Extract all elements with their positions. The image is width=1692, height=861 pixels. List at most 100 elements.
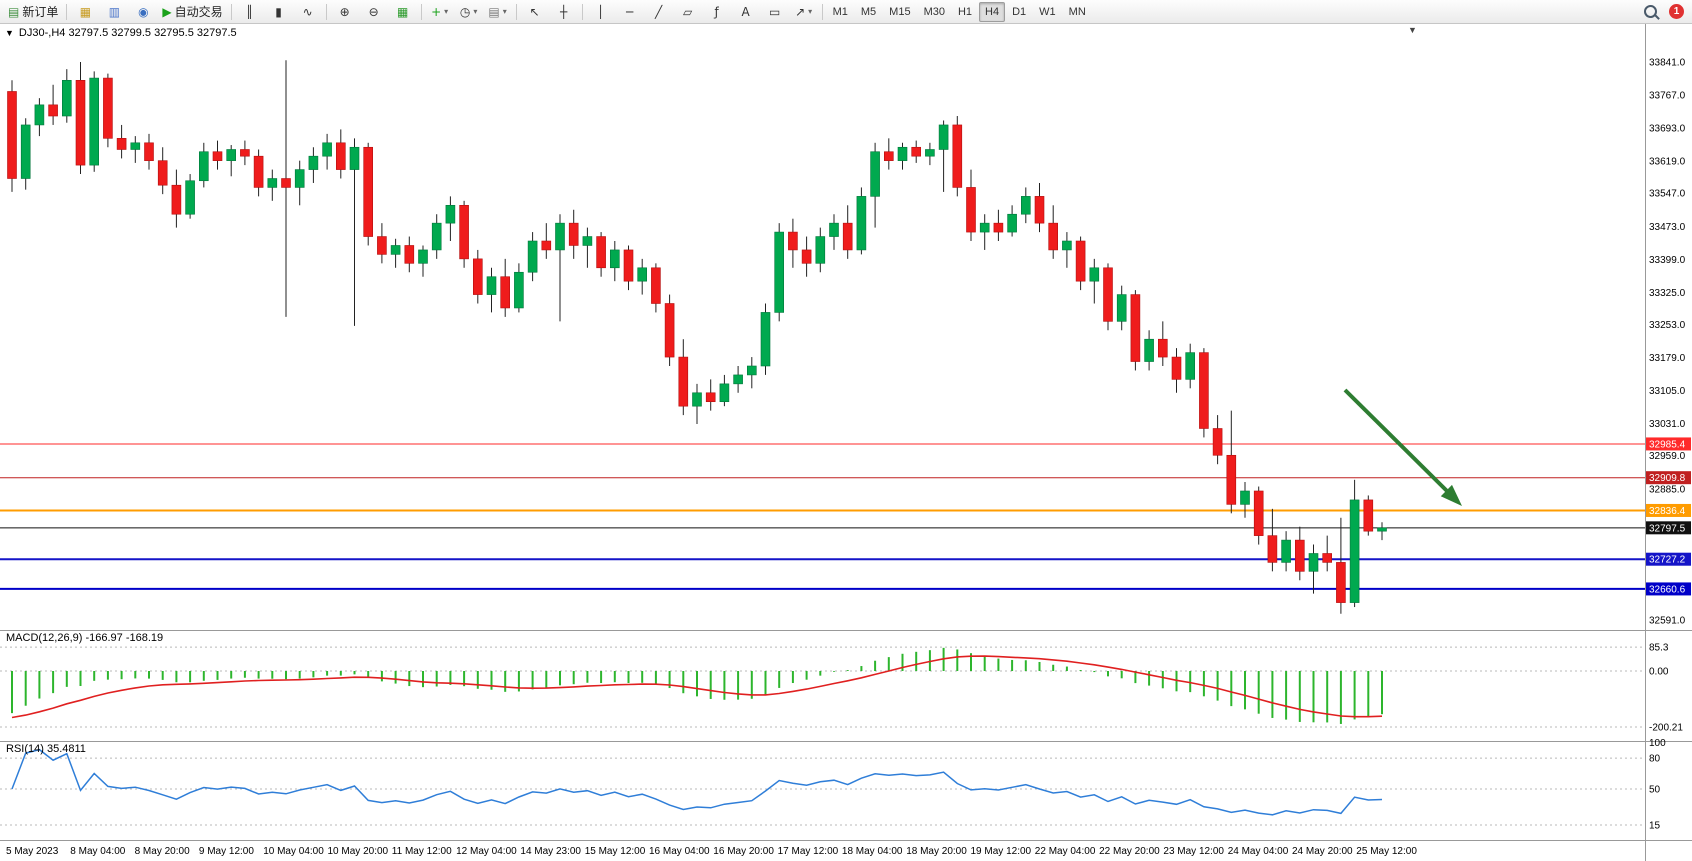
dropdown-arrow-icon: ▾: [808, 7, 813, 16]
search-icon: [1643, 5, 1657, 18]
notification-badge[interactable]: 1: [1669, 4, 1684, 19]
timeframe-h1-button[interactable]: H1: [957, 5, 973, 18]
zoom-in-button[interactable]: ⊕: [331, 1, 359, 23]
line-chart-icon: ∿: [302, 4, 313, 19]
svg-text:15: 15: [1649, 821, 1661, 832]
timeframe-m15-button[interactable]: M15: [889, 5, 911, 18]
svg-text:50: 50: [1649, 785, 1661, 796]
templates-button[interactable]: ▤ ▾: [484, 1, 512, 23]
timeframe-m5-button[interactable]: M5: [860, 5, 877, 18]
periods-button[interactable]: ◷ ▾: [455, 1, 483, 23]
bar-chart-icon: ║: [245, 4, 254, 19]
macd-levels: [0, 646, 1645, 728]
crosshair-icon: ┼: [559, 4, 568, 19]
toolbar-separator: [420, 3, 422, 20]
chart-shift-marker[interactable]: ▼: [1408, 25, 1417, 35]
fibonacci-button[interactable]: ƒ: [703, 1, 731, 23]
text-label-icon: ▭: [768, 4, 781, 19]
timeframe-w1-button[interactable]: W1: [1039, 5, 1056, 18]
charts-icon-button[interactable]: ▥: [100, 1, 128, 23]
timeframe-m1-button[interactable]: M1: [832, 5, 848, 18]
toolbar-separator: [821, 3, 823, 20]
svg-text:32797.5: 32797.5: [1649, 523, 1686, 534]
crosshair-button[interactable]: ┼: [550, 1, 578, 23]
tile-windows-button[interactable]: ▦: [389, 1, 417, 23]
svg-text:22 May 20:00: 22 May 20:00: [1099, 846, 1160, 857]
equidistant-channel-button[interactable]: ▱: [674, 1, 702, 23]
charts-icon-icon: ▥: [108, 4, 121, 19]
svg-text:33031.0: 33031.0: [1649, 419, 1686, 430]
dropdown-arrow-icon: ▾: [444, 7, 449, 16]
trend-arrow-annotation[interactable]: [1343, 388, 1462, 506]
svg-text:24 May 20:00: 24 May 20:00: [1292, 846, 1353, 857]
tile-windows-icon: ▦: [396, 4, 409, 19]
svg-text:100: 100: [1649, 738, 1666, 749]
svg-text:10 May 04:00: 10 May 04:00: [263, 846, 324, 857]
svg-text:32909.8: 32909.8: [1649, 473, 1686, 484]
templates-icon: ▤: [488, 4, 500, 19]
svg-text:33105.0: 33105.0: [1649, 386, 1686, 397]
candles-layer: [7, 60, 1387, 614]
zoom-in-icon: ⊕: [339, 4, 350, 19]
new-order-button[interactable]: ▤ 新订单: [4, 1, 62, 23]
quotes-icon-button[interactable]: ▦: [71, 1, 99, 23]
svg-text:33841.0: 33841.0: [1649, 58, 1686, 69]
vertical-line-button[interactable]: │: [587, 1, 615, 23]
toolbar-separator: [66, 3, 68, 20]
svg-text:33547.0: 33547.0: [1649, 189, 1686, 200]
trendline-button[interactable]: ╱: [645, 1, 673, 23]
svg-text:32727.2: 32727.2: [1649, 555, 1686, 566]
new-order-button-label: 新订单: [22, 5, 59, 19]
svg-text:32660.6: 32660.6: [1649, 584, 1686, 595]
search-button[interactable]: [1636, 1, 1664, 23]
text-button[interactable]: A: [732, 1, 760, 23]
auto-trading-button[interactable]: ▶ 自动交易: [158, 1, 226, 23]
svg-text:33693.0: 33693.0: [1649, 124, 1686, 135]
text-icon: A: [741, 4, 750, 19]
timeframe-d1-button[interactable]: D1: [1012, 5, 1027, 18]
text-label-button[interactable]: ▭: [761, 1, 789, 23]
svg-text:19 May 12:00: 19 May 12:00: [971, 846, 1032, 857]
bar-chart-button[interactable]: ║: [236, 1, 264, 23]
timeframe-h4-button[interactable]: H4: [979, 1, 1006, 22]
toolbar-separator: [515, 3, 517, 20]
periods-icon: ◷: [459, 4, 471, 19]
one-click-trading-toggle[interactable]: ▼: [5, 28, 14, 38]
timeframe-m30-button[interactable]: M30: [923, 5, 945, 18]
indicators-button[interactable]: + ▾: [426, 1, 454, 23]
svg-text:33253.0: 33253.0: [1649, 320, 1686, 331]
line-chart-button[interactable]: ∿: [294, 1, 322, 23]
svg-text:11 May 12:00: 11 May 12:00: [392, 846, 452, 857]
chart-area: 33841.0 33767.0 33693.0 33619.0 33547.0 33473…: [0, 24, 1692, 861]
cursor-button[interactable]: ↖: [521, 1, 549, 23]
horizontal-line-button[interactable]: ─: [616, 1, 644, 23]
time-axis: 5 May 2023 8 May 04:00 8 May 20:00 9 May 12…: [6, 846, 1417, 857]
svg-text:0.00: 0.00: [1649, 667, 1669, 678]
zoom-out-icon: ⊖: [368, 4, 379, 19]
svg-text:32591.0: 32591.0: [1649, 616, 1686, 627]
svg-text:18 May 04:00: 18 May 04:00: [842, 846, 903, 857]
price-chart[interactable]: 33841.0 33767.0 33693.0 33619.0 33547.0 33473…: [0, 24, 1692, 861]
support-icon-button[interactable]: ◉: [129, 1, 157, 23]
svg-text:32959.0: 32959.0: [1649, 451, 1686, 462]
svg-text:85.3: 85.3: [1649, 643, 1669, 654]
dropdown-arrow-icon: ▾: [502, 7, 507, 16]
quotes-icon-icon: ▦: [79, 4, 92, 19]
fibonacci-icon: ƒ: [714, 4, 719, 19]
svg-text:33179.0: 33179.0: [1649, 353, 1686, 364]
svg-text:33399.0: 33399.0: [1649, 255, 1686, 266]
svg-text:17 May 12:00: 17 May 12:00: [778, 846, 839, 857]
zoom-out-button[interactable]: ⊖: [360, 1, 388, 23]
horizontal-line-icon: ─: [625, 4, 634, 19]
svg-text:16 May 04:00: 16 May 04:00: [649, 846, 710, 857]
auto-trading-icon: ▶: [162, 4, 172, 19]
rsi-name: RSI(14): [6, 743, 44, 755]
candlestick-chart-button[interactable]: ▮: [265, 1, 293, 23]
rsi-line: [11, 748, 1383, 816]
cursor-icon: ↖: [529, 4, 540, 19]
svg-text:23 May 12:00: 23 May 12:00: [1163, 846, 1224, 857]
timeframe-mn-button[interactable]: MN: [1068, 5, 1086, 18]
rsi-label: RSI(14) 35.4811: [6, 743, 86, 755]
arrows-button[interactable]: ↗ ▾: [790, 1, 818, 23]
